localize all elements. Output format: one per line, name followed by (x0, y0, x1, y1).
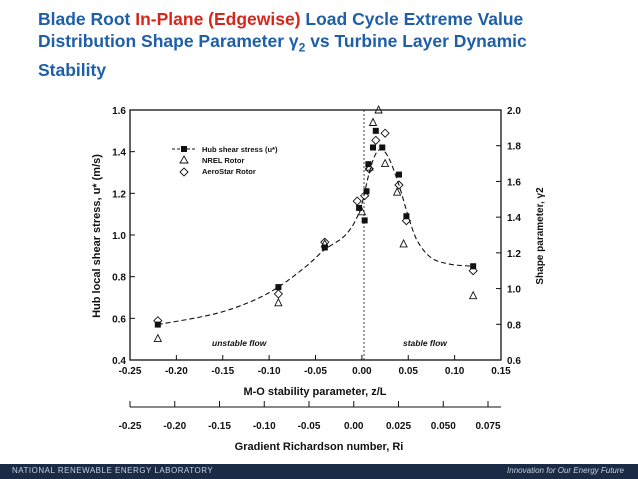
annotation-unstable-flow: unstable flow (212, 338, 268, 348)
ri-tick-label: 0.025 (386, 421, 411, 432)
ri-tick-label: 0.050 (431, 421, 456, 432)
x-tick-label: 0.15 (491, 366, 511, 377)
ri-tick-label: -0.15 (208, 421, 231, 432)
legend-label-hub: Hub shear stress (u*) (202, 145, 278, 154)
legend-label-nrel: NREL Rotor (202, 156, 244, 165)
legend-label-aerostar: AeroStar Rotor (202, 167, 256, 176)
point-hub-shear-stress (370, 144, 377, 151)
point-hub-shear-stress (379, 144, 386, 151)
x-tick-label: -0.20 (165, 366, 188, 377)
ri-tick-label: -0.10 (253, 421, 276, 432)
y-left-tick-label: 0.8 (112, 273, 126, 284)
legend-marker-aerostar (179, 167, 189, 177)
point-aerostar-rotor (394, 180, 404, 190)
ri-ticks: -0.25 -0.20 -0.15 -0.10 -0.05 0.00 0.025 0.050 0… (119, 401, 501, 432)
point-hub-shear-stress (363, 188, 370, 195)
point-aerostar-rotor (360, 191, 370, 201)
point-nrel-rotor (399, 238, 408, 248)
shape-parameter-chart: -0.25 -0.20 -0.15 -0.10 -0.05 0.00 0.05 0.10 0.1… (91, 104, 546, 453)
legend-marker-hub (181, 146, 187, 152)
annotation-stable-flow: stable flow (403, 338, 448, 348)
legend: Hub shear stress (u*) NREL Rotor AeroSta… (172, 145, 278, 177)
x-ticks: -0.25 -0.20 -0.15 -0.10 -0.05 0.00 0.05 0.10 0.1… (119, 355, 511, 377)
title-part3: vs Turbine Layer Dynamic Stability (38, 31, 527, 80)
title-highlight: In-Plane (Edgewise) (135, 9, 301, 29)
y-left-tick-label: 1.0 (112, 231, 126, 242)
y-right-tick-label: 1.8 (507, 142, 521, 153)
ri-tick-label: -0.05 (298, 421, 321, 432)
point-aerostar-rotor (273, 289, 284, 299)
x-tick-label: -0.05 (304, 366, 327, 377)
title-gamma: γ (288, 31, 299, 51)
point-nrel-rotor (380, 158, 390, 168)
y-right-tick-label: 0.8 (507, 320, 521, 331)
point-nrel-rotor (357, 206, 367, 216)
point-aerostar-rotor (371, 135, 381, 145)
y-right-tick-label: 1.0 (507, 285, 521, 296)
point-aerostar-rotor (153, 316, 163, 326)
y-right-tick-label: 1.6 (507, 177, 521, 188)
y-left-tick-label: 0.6 (112, 314, 126, 325)
point-nrel-rotor (320, 238, 330, 248)
point-hub-shear-stress (361, 217, 368, 224)
point-hub-shear-stress (275, 284, 282, 291)
point-aerostar-rotor (468, 266, 478, 276)
x-tick-label: 0.10 (445, 366, 465, 377)
slide-title: Blade Root In-Plane (Edgewise) Load Cycl… (38, 8, 598, 81)
ri-axis-label: Gradient Richardson number, Ri (235, 441, 404, 453)
y-left-tick-label: 1.6 (112, 106, 126, 117)
ri-tick-label: 0.00 (344, 421, 364, 432)
point-aerostar-rotor (364, 164, 374, 174)
point-aerostar-rotor (320, 237, 330, 247)
title-part1: Blade Root (38, 9, 136, 29)
legend-marker-nrel (179, 155, 189, 164)
point-nrel-rotor (368, 117, 378, 126)
y-right-tick-label: 1.2 (507, 249, 521, 260)
y-right-ticks: 0.6 0.8 1.0 1.2 1.4 1.6 1.8 2.0 (496, 106, 521, 367)
point-nrel-rotor (392, 187, 402, 196)
point-aerostar-rotor (380, 128, 390, 138)
y-left-ticks: 0.4 0.6 0.8 1.0 1.2 1.4 1.6 (112, 106, 135, 367)
y-left-tick-label: 1.4 (112, 148, 126, 159)
footer-tagline: Innovation for Our Energy Future (507, 466, 624, 475)
ri-tick-label: -0.25 (119, 421, 142, 432)
point-nrel-rotor (274, 297, 283, 307)
y-right-tick-label: 2.0 (507, 106, 521, 117)
point-nrel-rotor (468, 290, 478, 300)
point-nrel-rotor (153, 333, 163, 343)
title-gamma-subscript: 2 (298, 40, 306, 55)
footer-lab-name: NATIONAL RENEWABLE ENERGY LABORATORY (12, 466, 214, 475)
y-left-axis-label: Hub local shear stress, u* (m/s) (91, 154, 103, 318)
y-right-tick-label: 1.4 (507, 213, 521, 224)
ri-tick-label: 0.075 (475, 421, 500, 432)
point-aerostar-rotor (352, 196, 362, 206)
title-part2: Load Cycle Extreme Value Distribution Sh… (38, 9, 524, 51)
point-aerostar-rotor (401, 216, 412, 226)
y-left-tick-label: 1.2 (112, 189, 126, 200)
y-left-tick-label: 0.4 (112, 356, 126, 367)
x-tick-label: -0.10 (258, 366, 281, 377)
x-tick-label: -0.25 (119, 366, 142, 377)
data-markers (153, 104, 478, 343)
point-nrel-rotor (374, 104, 383, 114)
x-tick-label: -0.15 (211, 366, 234, 377)
ri-tick-label: -0.20 (163, 421, 186, 432)
y-right-tick-label: 0.6 (507, 356, 521, 367)
point-hub-shear-stress (372, 127, 379, 134)
point-hub-shear-stress (356, 204, 363, 211)
point-hub-shear-stress (321, 244, 328, 251)
x-tick-label: 0.05 (399, 366, 419, 377)
x-tick-label: 0.00 (352, 366, 372, 377)
y-right-axis-label: Shape parameter, γ2 (535, 187, 546, 285)
footer-bar: NATIONAL RENEWABLE ENERGY LABORATORY Inn… (0, 464, 638, 479)
x-axis-label: M-O stability parameter, z/L (243, 386, 386, 398)
point-hub-shear-stress (395, 171, 402, 178)
